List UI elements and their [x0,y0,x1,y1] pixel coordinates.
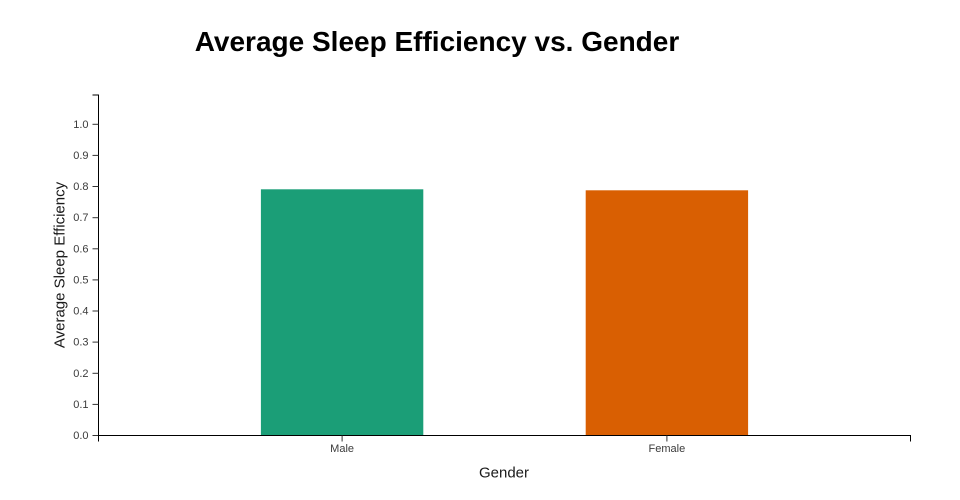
y-tick-label: 0.5 [73,274,88,286]
y-tick-label: 0.8 [73,181,88,193]
y-tick-label: 0.3 [73,337,88,349]
y-tick-label: 0.2 [73,368,88,380]
y-axis-line [92,94,99,436]
x-tick-label-male: Male [330,443,354,455]
y-tick-label: 0.7 [73,212,88,224]
y-tick-label: 1.0 [73,119,88,131]
y-tick-label: 0.6 [73,243,88,255]
chart-title: Average Sleep Efficiency vs. Gender [194,26,680,57]
x-axis-label: Gender [478,464,530,482]
y-tick-label: 0.1 [73,399,88,411]
bar-female [585,190,749,436]
bar-male [260,189,424,436]
y-tick-label: 0.9 [73,150,88,162]
y-axis-label: Average Sleep Efficiency [51,181,69,349]
y-tick-label: 0.4 [73,306,88,318]
x-tick-label-female: Female [649,443,686,455]
y-tick-label: 0.0 [73,430,88,442]
x-axis-line [98,435,911,442]
